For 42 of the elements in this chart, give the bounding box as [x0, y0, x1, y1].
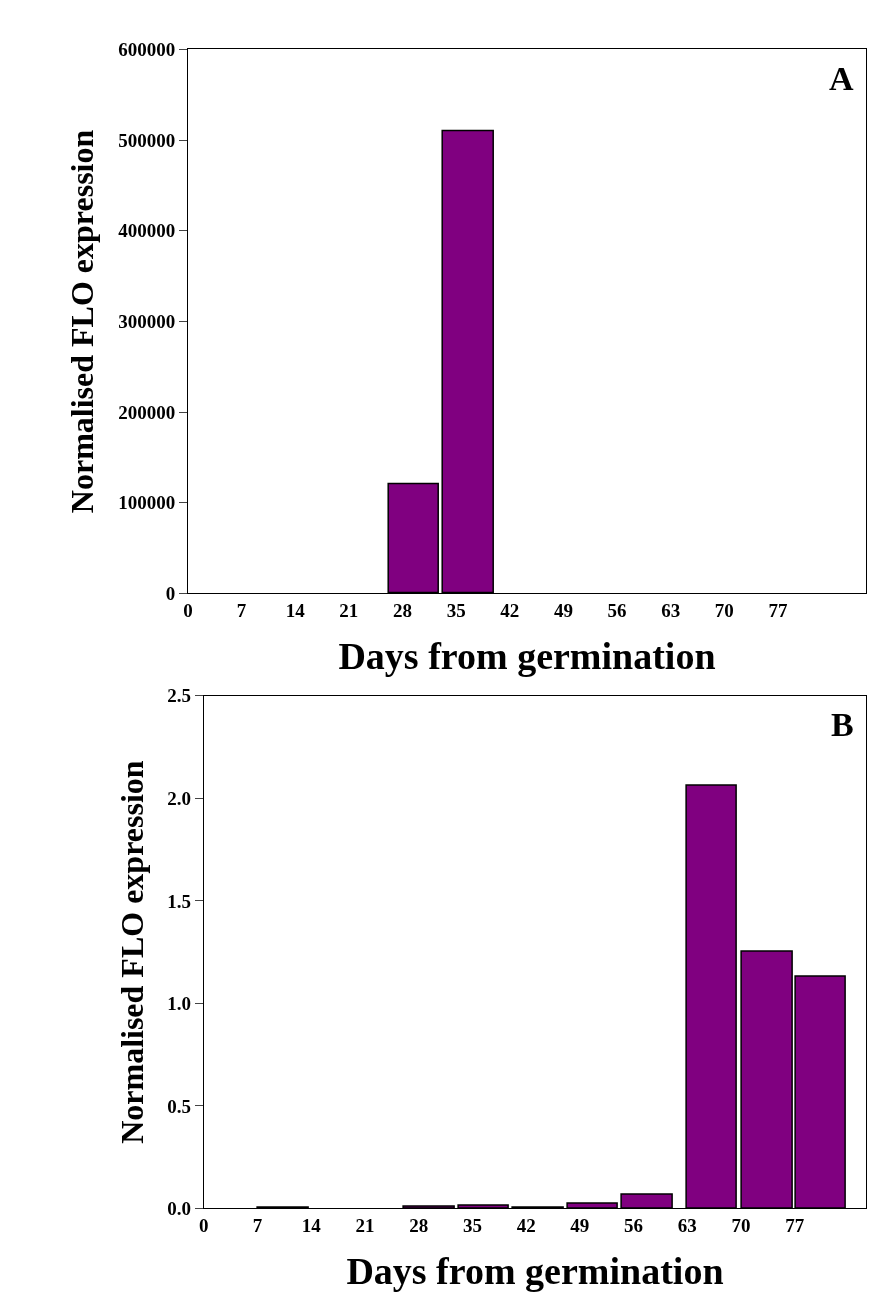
- x-tick-label: 77: [785, 1215, 805, 1237]
- y-tick-label: 2.5: [167, 685, 192, 707]
- x-tick-label: 28: [409, 1215, 429, 1237]
- x-axis-title: Days from germination: [338, 635, 716, 678]
- x-tick-label: 56: [624, 1215, 644, 1237]
- x-tick-label: 49: [570, 1215, 590, 1237]
- y-tick-label: 400000: [118, 220, 176, 242]
- x-tick-label: 35: [462, 1215, 482, 1237]
- x-tick-label: 42: [516, 1215, 536, 1237]
- x-tick-label: 56: [607, 600, 627, 622]
- y-tick-label: 200000: [118, 401, 176, 423]
- x-tick-label: 21: [339, 600, 359, 622]
- y-tick-label: 0.0: [167, 1198, 192, 1220]
- y-tick-label: 0: [165, 583, 176, 605]
- y-tick-label: 100000: [118, 492, 176, 514]
- y-tick-label: 300000: [118, 311, 176, 333]
- x-tick-label: 70: [731, 1215, 751, 1237]
- x-tick-label: 77: [768, 600, 788, 622]
- annotation: A: [829, 60, 854, 97]
- x-tick-label: 14: [285, 600, 306, 622]
- y-tick-label: 1.5: [167, 890, 192, 912]
- x-tick-label: 35: [446, 600, 466, 622]
- x-tick-label: 14: [301, 1215, 322, 1237]
- y-axis-title: Normalised FLO expression: [113, 760, 150, 1144]
- x-tick-label: 49: [553, 600, 573, 622]
- annotation: B: [831, 706, 854, 743]
- x-tick-label: 21: [355, 1215, 375, 1237]
- y-tick-label: 1.0: [167, 993, 192, 1015]
- x-tick-label: 42: [500, 600, 520, 622]
- x-tick-label: 0: [199, 1215, 209, 1237]
- x-tick-label: 7: [236, 600, 247, 622]
- y-tick-label: 600000: [118, 39, 176, 61]
- x-tick-label: 7: [252, 1215, 263, 1237]
- x-axis-title: Days from germination: [346, 1250, 724, 1293]
- x-tick-label: 70: [714, 600, 734, 622]
- y-tick-label: 0.5: [167, 1095, 192, 1117]
- y-tick-label: 2.0: [167, 788, 192, 810]
- x-tick-label: 63: [661, 600, 681, 622]
- y-tick-label: 500000: [118, 129, 176, 151]
- x-tick-label: 28: [392, 600, 412, 622]
- x-tick-label: 63: [677, 1215, 697, 1237]
- y-axis-title: Normalised FLO expression: [64, 129, 101, 514]
